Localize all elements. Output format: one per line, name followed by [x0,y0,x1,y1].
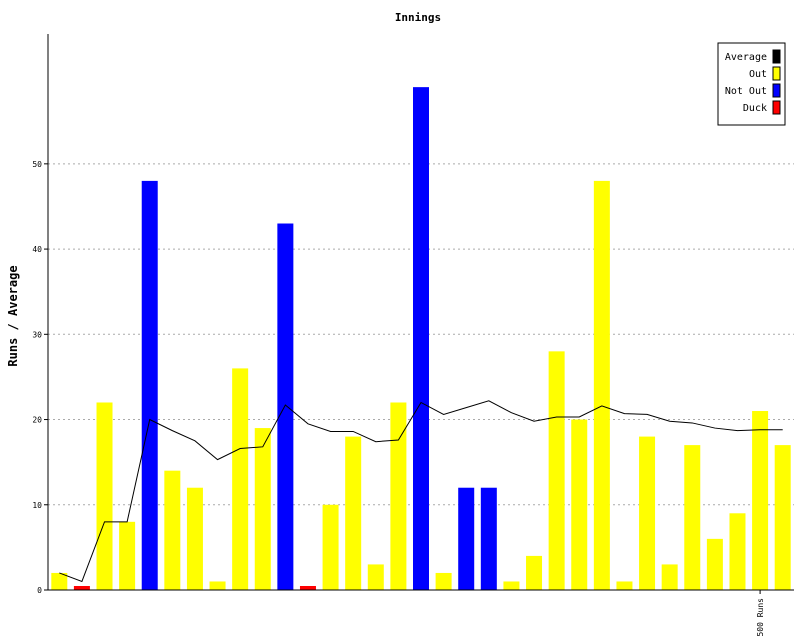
bar-innings-19 [458,487,475,590]
bar-innings-2 [73,586,90,590]
bar-innings-8 [209,581,226,590]
bar-innings-31 [729,513,746,590]
bar-innings-29 [684,445,701,590]
chart-title: Innings [395,11,441,24]
bar-innings-5 [141,180,158,590]
legend-swatch-0 [772,49,781,64]
legend-label-1: Out [749,69,767,80]
y-tick-label-30: 30 [32,330,42,339]
legend-label-0: Average [725,52,767,63]
bar-innings-18 [435,572,452,590]
bar-innings-28 [661,564,678,590]
bar-innings-15 [367,564,384,590]
y-tick-label-0: 0 [37,586,42,595]
y-tick-label-20: 20 [32,416,42,425]
bar-innings-13 [322,504,339,590]
y-tick-label-10: 10 [32,501,42,510]
bar-innings-12 [299,586,316,590]
bar-innings-11 [277,223,294,590]
bars-group [51,87,791,590]
bar-innings-27 [639,436,656,590]
x-annotation-500-runs: 500 Runs [756,598,765,637]
bar-innings-25 [593,180,610,590]
y-ticks: 0 10 20 30 40 50 [32,160,48,595]
bar-innings-17 [413,87,429,590]
bar-innings-6 [164,470,181,590]
bar-innings-14 [345,436,362,590]
bar-innings-7 [186,487,203,590]
bar-innings-21 [503,581,520,590]
bar-innings-26 [616,581,633,590]
bar-innings-10 [254,428,271,590]
bar-innings-22 [526,555,543,590]
legend-label-2: Not Out [725,86,767,97]
gridlines [48,163,794,506]
bar-innings-32 [752,411,769,590]
bar-innings-16 [390,402,407,590]
bar-innings-24 [571,419,588,590]
legend: Average Out Not Out Duck [717,42,786,126]
legend-label-3: Duck [743,103,767,114]
bar-innings-4 [119,521,136,590]
bar-innings-23 [548,351,565,590]
bar-innings-1 [51,572,68,590]
bar-innings-33 [774,445,791,590]
bar-innings-3 [96,402,113,590]
bar-innings-9 [232,368,249,590]
legend-swatch-2 [772,83,781,98]
y-axis-label: Runs / Average [6,265,20,366]
legend-swatch-3 [772,100,781,115]
legend-swatch-1 [772,66,781,81]
y-tick-label-40: 40 [32,245,42,254]
bar-innings-30 [706,538,723,590]
average-line [59,400,783,583]
y-tick-label-50: 50 [32,160,42,169]
axes [47,34,794,594]
bar-innings-20 [480,487,497,590]
